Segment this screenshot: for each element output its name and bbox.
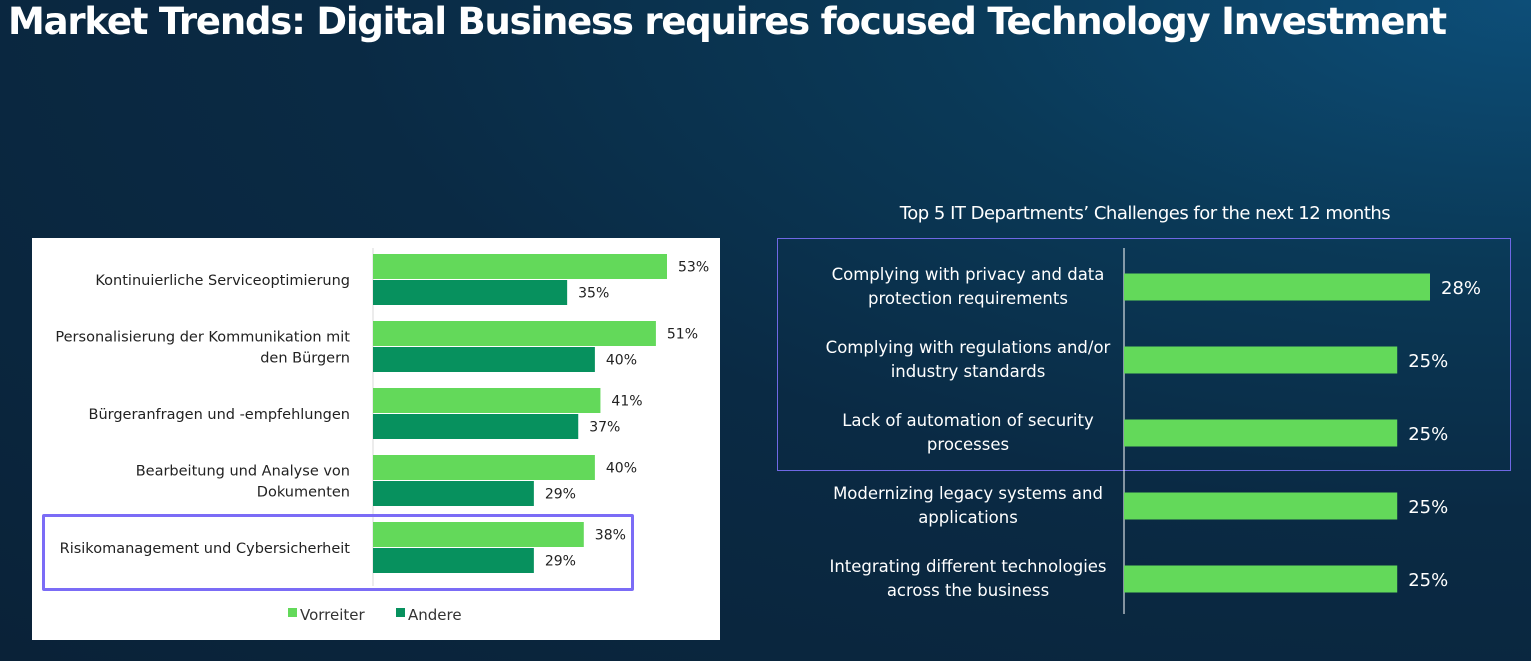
legend-label-andere: Andere — [408, 606, 462, 624]
right-category-label: applications — [918, 508, 1018, 527]
left-category-label: Risikomanagement und Cybersicherheit — [60, 541, 351, 557]
left-category-label: Personalisierung der Kommunikation mit — [55, 330, 350, 346]
legend-swatch-vorreiter — [288, 608, 297, 617]
left-bar-andere — [373, 414, 579, 439]
right-category-label: protection requirements — [868, 289, 1068, 308]
left-data-label: 38% — [595, 528, 626, 544]
right-category-label: across the business — [887, 581, 1049, 600]
left-category-label: Kontinuierliche Serviceoptimierung — [95, 273, 350, 289]
left-bar-vorreiter — [373, 254, 667, 279]
right-category-label: Lack of automation of security — [842, 411, 1094, 430]
left-data-label: 41% — [611, 394, 642, 410]
left-bar-vorreiter — [373, 321, 656, 346]
left-data-label: 35% — [578, 286, 609, 302]
right-data-label: 25% — [1408, 351, 1448, 372]
right-category-label: industry standards — [891, 362, 1046, 381]
left-category-label: Bürgeranfragen und -empfehlungen — [89, 407, 351, 423]
left-bar-chart: Kontinuierliche Serviceoptimierung 53% 35%… — [55, 248, 709, 624]
left-bar-vorreiter — [373, 455, 595, 480]
left-bar-vorreiter — [373, 522, 584, 547]
right-bar — [1124, 346, 1398, 374]
left-data-label: 37% — [589, 420, 620, 436]
right-bar — [1124, 419, 1398, 447]
right-category-label: processes — [927, 435, 1009, 454]
left-bar-vorreiter — [373, 388, 601, 413]
left-data-label: 51% — [667, 327, 698, 343]
right-bar — [1124, 273, 1430, 301]
left-bar-andere — [373, 347, 595, 372]
left-data-label: 29% — [545, 487, 576, 503]
left-bar-andere — [373, 548, 534, 573]
left-data-label: 40% — [606, 461, 637, 477]
left-category-label: Dokumenten — [257, 485, 350, 501]
right-chart-title: Top 5 IT Departments’ Challenges for the… — [899, 203, 1391, 224]
right-bar — [1124, 492, 1398, 520]
left-data-label: 40% — [606, 353, 637, 369]
legend-label-vorreiter: Vorreiter — [300, 606, 366, 624]
right-data-label: 25% — [1408, 570, 1448, 591]
left-chart-panel: Kontinuierliche Serviceoptimierung 53% 35%… — [32, 238, 720, 640]
right-data-label: 25% — [1408, 497, 1448, 518]
right-category-label: Integrating different technologies — [829, 557, 1106, 576]
slide-title: Market Trends: Digital Business requires… — [8, 0, 1447, 43]
right-category-label: Modernizing legacy systems and — [833, 484, 1103, 503]
right-data-label: 28% — [1441, 278, 1481, 299]
left-data-label: 29% — [545, 554, 576, 570]
left-category-label: Bearbeitung und Analyse von — [136, 464, 350, 480]
right-data-label: 25% — [1408, 424, 1448, 445]
right-category-label: Complying with privacy and data — [832, 265, 1105, 284]
left-bar-andere — [373, 280, 568, 305]
right-category-label: Complying with regulations and/or — [826, 338, 1111, 357]
left-category-label: den Bürgern — [260, 351, 350, 367]
right-bar — [1124, 565, 1398, 593]
left-data-label: 53% — [678, 260, 709, 276]
left-bar-andere — [373, 481, 534, 506]
legend-swatch-andere — [396, 608, 405, 617]
